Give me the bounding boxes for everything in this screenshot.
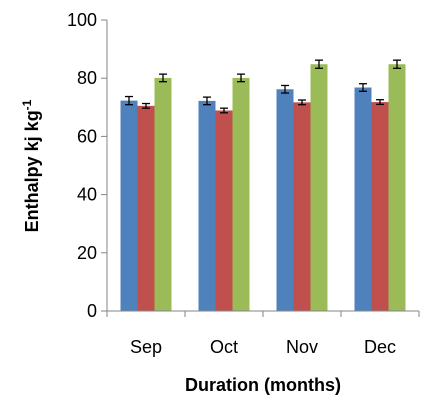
bar [276, 89, 294, 312]
x-tick-label: Oct [210, 337, 238, 357]
y-tick-label: 0 [87, 301, 97, 321]
bars-layer [120, 64, 406, 312]
x-tick-label: Nov [286, 337, 318, 357]
y-axis-title: Enthalpy kj kg-1 [20, 99, 42, 232]
bar [232, 77, 250, 311]
y-axis-title-main: Enthalpy kj kg [22, 110, 42, 232]
bar [120, 100, 138, 312]
y-tick-label: 80 [77, 68, 97, 88]
y-tick-label: 60 [77, 126, 97, 146]
bar [310, 64, 328, 312]
error-bars-layer [125, 59, 401, 114]
bar [354, 87, 372, 312]
bar [198, 100, 216, 311]
x-tick-label: Sep [130, 337, 162, 357]
ticks-layer: 0 20 40 60 80 100 Sep Oct Nov Dec [67, 10, 420, 357]
bar [137, 105, 155, 311]
bar [215, 110, 233, 311]
bar [388, 64, 406, 312]
bar [293, 102, 311, 311]
y-tick-label: 100 [67, 10, 97, 30]
y-tick-label: 40 [77, 185, 97, 205]
y-tick-label: 20 [77, 243, 97, 263]
bar [154, 77, 172, 311]
bar [371, 102, 389, 311]
x-axis-title: Duration (months) [185, 375, 341, 395]
y-axis-title-superscript: -1 [20, 99, 34, 110]
x-tick-label: Dec [364, 337, 396, 357]
